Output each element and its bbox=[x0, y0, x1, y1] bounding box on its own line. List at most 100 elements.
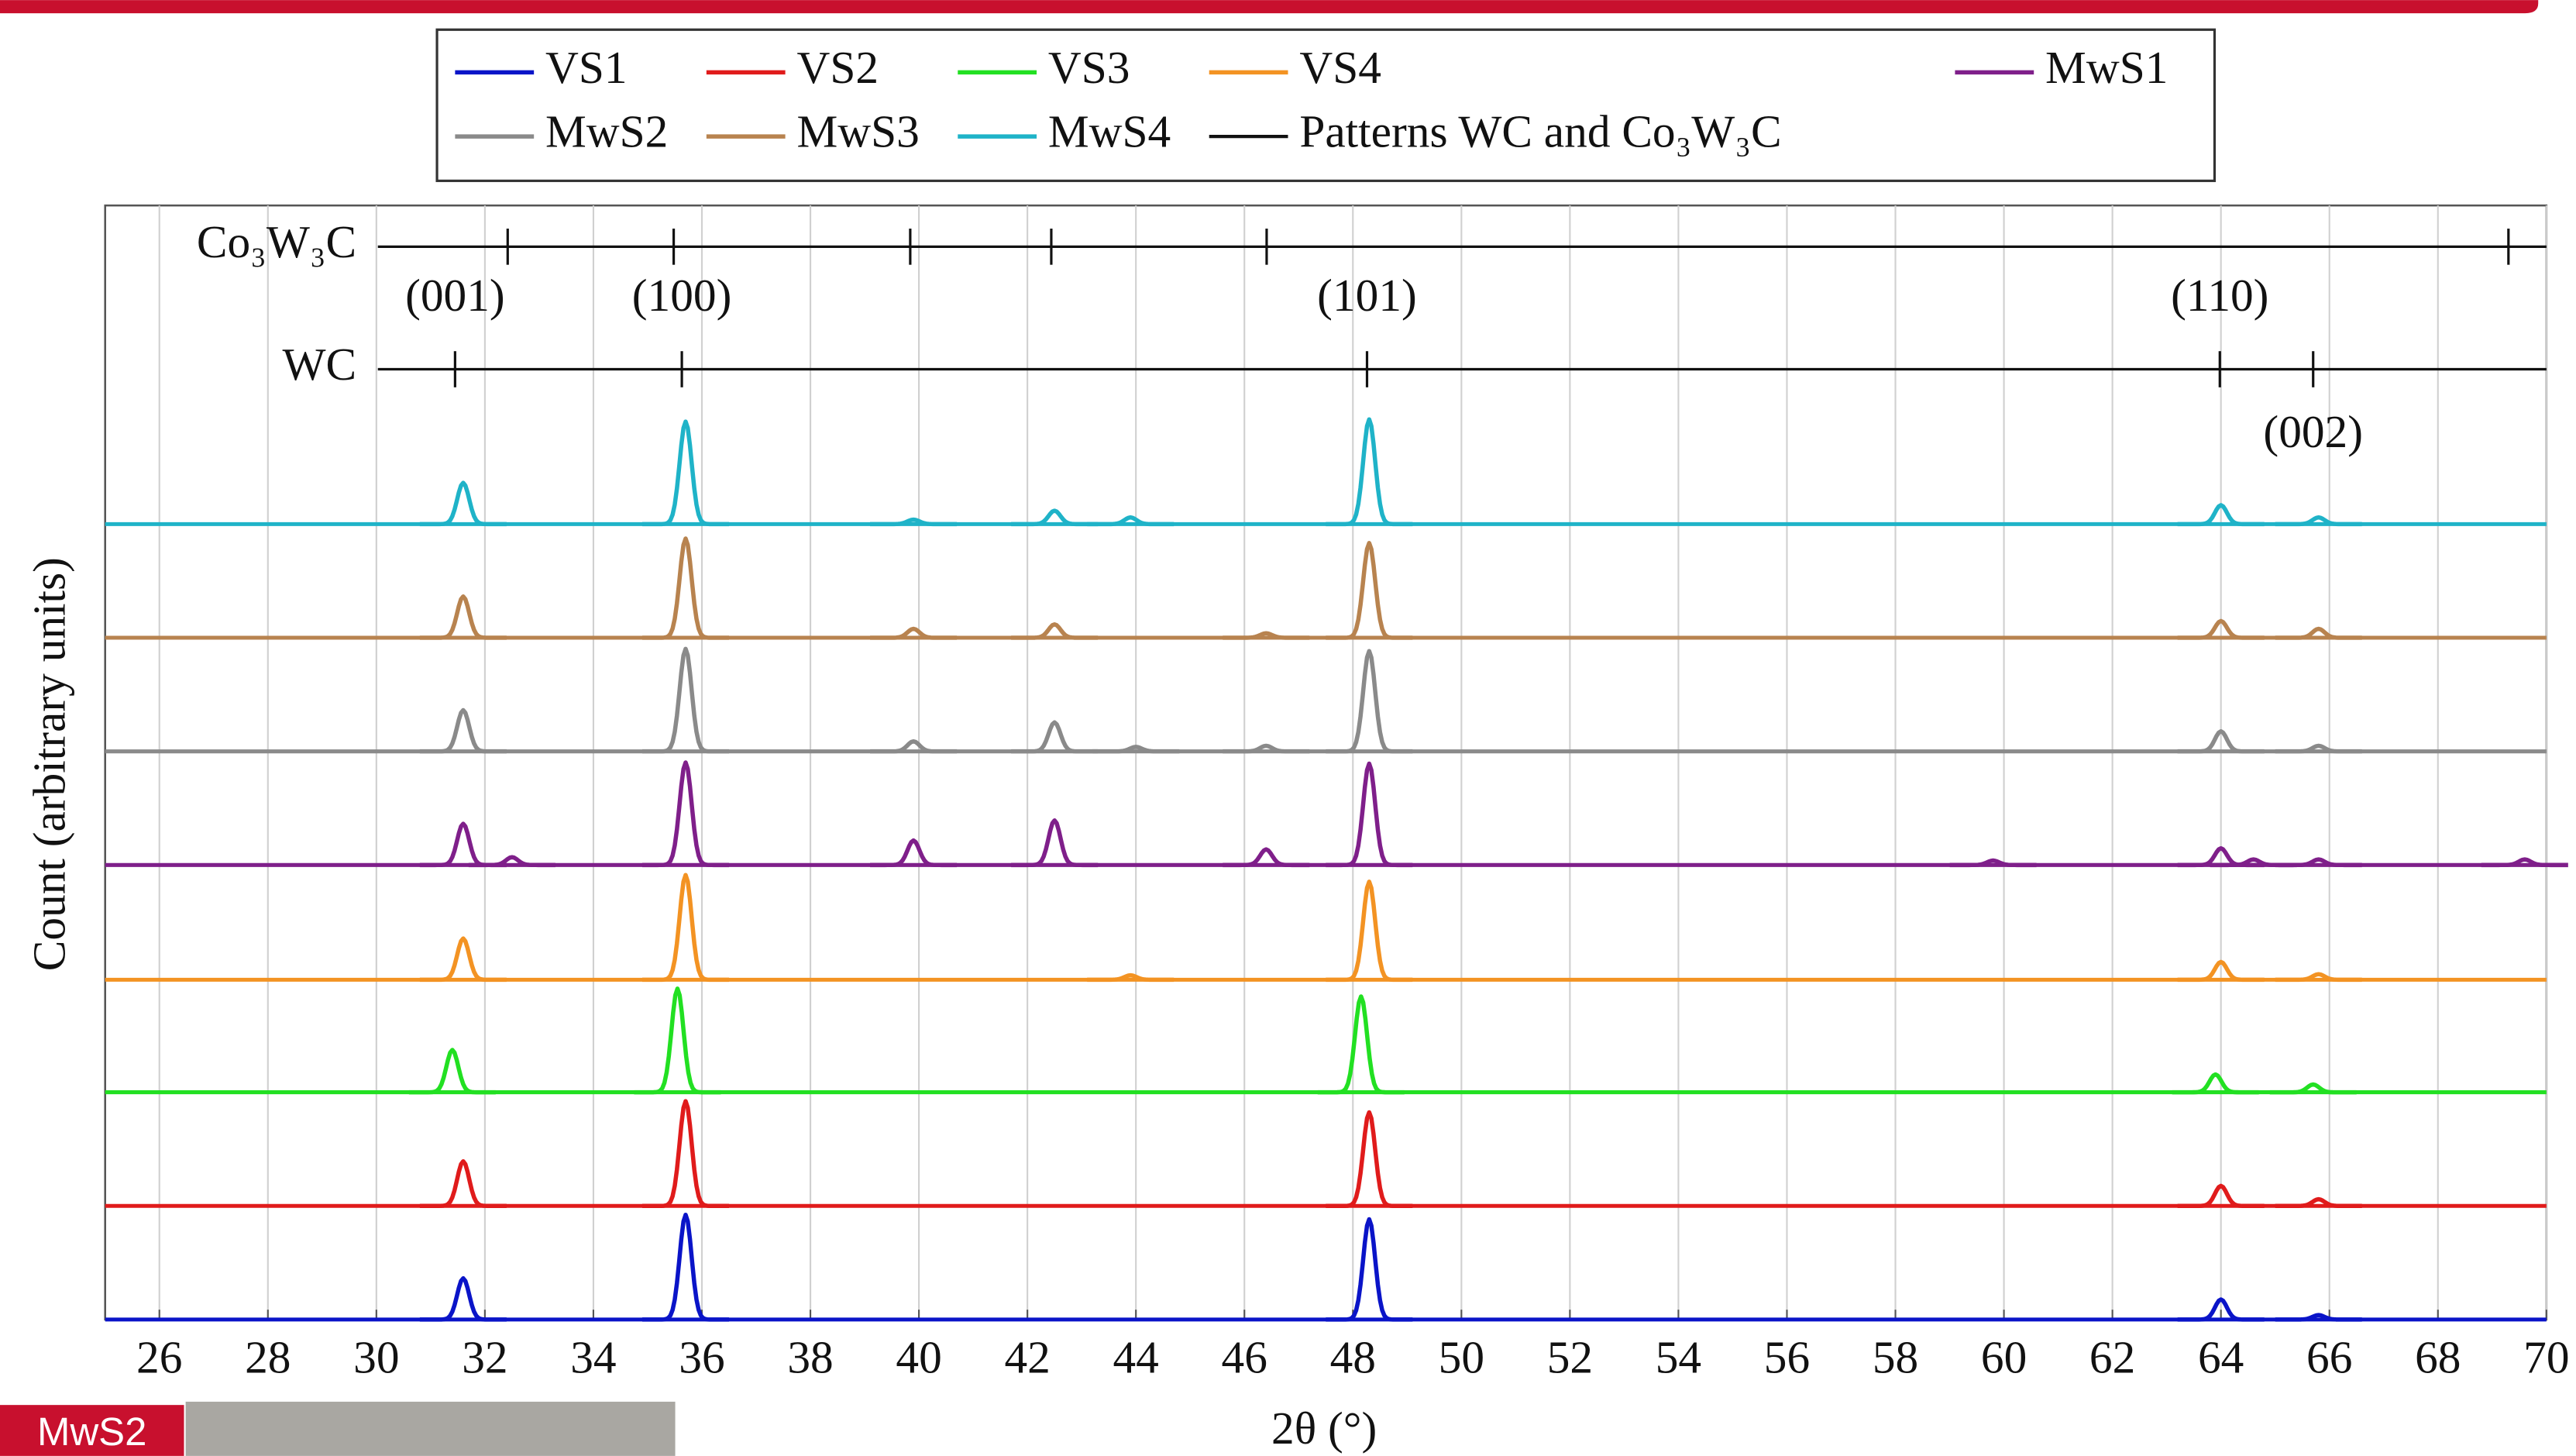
peak bbox=[419, 480, 507, 527]
peak bbox=[2177, 729, 2265, 754]
peak bbox=[870, 517, 958, 527]
legend-label: VS2 bbox=[796, 42, 879, 93]
peak bbox=[641, 760, 730, 868]
x-tick-label: 64 bbox=[2198, 1332, 2244, 1383]
peak bbox=[2172, 1072, 2259, 1095]
peak bbox=[419, 1275, 507, 1322]
peak bbox=[1092, 745, 1180, 754]
legend-label: VS3 bbox=[1048, 42, 1130, 93]
peak bbox=[2275, 857, 2362, 868]
pattern-name: Co₃W₃C bbox=[197, 216, 356, 267]
x-tick-label: 70 bbox=[2523, 1332, 2569, 1383]
miller-index: (001) bbox=[405, 270, 505, 321]
peak bbox=[870, 626, 958, 640]
peak bbox=[1317, 994, 1405, 1095]
legend-label: Patterns WC and Co₃W₃C bbox=[1299, 106, 1781, 157]
photo bbox=[185, 1401, 676, 1456]
peak bbox=[2275, 515, 2362, 527]
x-tick-label: 46 bbox=[1222, 1332, 1267, 1383]
peak bbox=[1087, 972, 1175, 983]
x-tick-label: 42 bbox=[1004, 1332, 1050, 1383]
peak bbox=[1223, 743, 1310, 754]
peak bbox=[870, 838, 958, 868]
peak bbox=[1326, 1217, 1413, 1322]
x-tick-label: 36 bbox=[679, 1332, 724, 1383]
peak bbox=[419, 594, 507, 640]
x-tick-label: 44 bbox=[1113, 1332, 1159, 1383]
peak bbox=[2177, 1183, 2265, 1208]
peak bbox=[634, 986, 721, 1095]
peak bbox=[2275, 1196, 2362, 1208]
top-bar bbox=[0, 0, 2539, 14]
peak bbox=[1223, 847, 1310, 868]
peak bbox=[2269, 1082, 2357, 1095]
peak bbox=[2275, 743, 2362, 754]
peak bbox=[1011, 818, 1099, 868]
peak bbox=[1326, 541, 1413, 640]
y-axis-label: Count (arbitrary units) bbox=[24, 557, 75, 971]
legend-label: MwS3 bbox=[796, 106, 919, 157]
x-tick-label: 58 bbox=[1873, 1332, 1918, 1383]
peak bbox=[870, 738, 958, 754]
miller-index: (002) bbox=[2263, 406, 2363, 457]
x-tick-label: 54 bbox=[1656, 1332, 1701, 1383]
legend-box bbox=[435, 28, 2217, 182]
peak bbox=[641, 873, 730, 983]
x-tick-label: 60 bbox=[1981, 1332, 2027, 1383]
plot-frame bbox=[104, 204, 2548, 1321]
peak bbox=[1949, 858, 2037, 868]
x-tick-label: 28 bbox=[245, 1332, 291, 1383]
legend-label: MwS2 bbox=[545, 106, 668, 157]
peak bbox=[2177, 845, 2265, 868]
peak bbox=[419, 707, 507, 754]
peak bbox=[1326, 879, 1413, 983]
legend-label: MwS4 bbox=[1048, 106, 1171, 157]
legend-label: VS1 bbox=[545, 42, 628, 93]
x-tick-label: 40 bbox=[896, 1332, 941, 1383]
x-tick-label: 34 bbox=[570, 1332, 616, 1383]
x-axis-label: 2θ (°) bbox=[1271, 1403, 1377, 1454]
x-tick-label: 50 bbox=[1439, 1332, 1484, 1383]
peak bbox=[1011, 720, 1099, 754]
x-tick-label: 38 bbox=[787, 1332, 833, 1383]
peak bbox=[408, 1048, 496, 1095]
x-tick-label: 66 bbox=[2306, 1332, 2352, 1383]
peak bbox=[2275, 626, 2362, 640]
x-tick-label: 26 bbox=[136, 1332, 182, 1383]
peak bbox=[1223, 631, 1310, 640]
peak bbox=[2177, 503, 2265, 527]
x-tick-label: 56 bbox=[1764, 1332, 1810, 1383]
peak bbox=[1011, 508, 1099, 527]
miller-index: (101) bbox=[1317, 270, 1417, 321]
peak bbox=[2177, 959, 2265, 983]
peak bbox=[1326, 761, 1413, 868]
peak bbox=[419, 1158, 507, 1208]
x-tick-label: 30 bbox=[353, 1332, 399, 1383]
peak bbox=[1326, 649, 1413, 754]
miller-index: (100) bbox=[632, 270, 732, 321]
x-tick-label: 32 bbox=[462, 1332, 507, 1383]
peak bbox=[2481, 857, 2568, 868]
x-tick-label: 52 bbox=[1547, 1332, 1593, 1383]
legend-label: VS4 bbox=[1299, 42, 1381, 93]
peak bbox=[1326, 417, 1413, 527]
peak bbox=[468, 855, 555, 868]
peak bbox=[641, 1099, 730, 1208]
peak bbox=[1011, 622, 1099, 640]
peak bbox=[2177, 618, 2265, 640]
legend-label: MwS1 bbox=[2045, 42, 2168, 93]
peak bbox=[2275, 1313, 2362, 1322]
x-tick-label: 68 bbox=[2415, 1332, 2461, 1383]
pattern-name: WC bbox=[283, 339, 357, 390]
slide-label: MwS2 bbox=[37, 1410, 146, 1454]
peak bbox=[2177, 1297, 2265, 1322]
peak bbox=[641, 419, 730, 527]
peak bbox=[2275, 972, 2362, 983]
x-tick-label: 48 bbox=[1330, 1332, 1376, 1383]
peak bbox=[641, 536, 730, 640]
peak bbox=[641, 646, 730, 754]
peak bbox=[419, 821, 507, 868]
peak bbox=[1326, 1110, 1413, 1208]
slide-label-box bbox=[0, 1405, 184, 1456]
